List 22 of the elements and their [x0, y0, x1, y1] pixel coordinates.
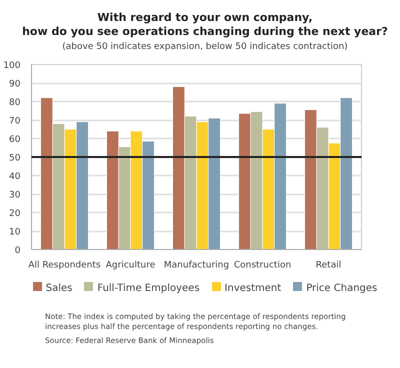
chart-title: With regard to your own company, how do you see operations changing during the next year?	[22, 11, 388, 39]
y-tick-label: 100	[3, 61, 21, 71]
y-tick-label: 40	[9, 172, 21, 182]
legend-label: Investment	[224, 282, 282, 296]
x-tick-label: Agriculture	[106, 260, 156, 270]
y-tick-label: 0	[14, 246, 21, 256]
y-tick-label: 80	[9, 98, 21, 108]
y-tick-label: 60	[9, 135, 21, 145]
x-tick-label: All Respondents	[28, 260, 101, 270]
y-tick-label: 50	[9, 154, 21, 164]
x-tick-label: Manufacturing	[164, 260, 230, 270]
x-tick-label: Construction	[234, 260, 292, 270]
chart-subtitle: (above 50 indicates expansion, below 50 indicates contraction)	[61, 41, 349, 54]
x-tick-label: Retail	[316, 260, 342, 270]
y-tick-label: 20	[9, 209, 21, 219]
legend-label: Price Changes	[305, 282, 378, 296]
y-tick-label: 30	[9, 190, 21, 200]
legend-label: Sales	[44, 282, 72, 296]
y-tick-label: 90	[9, 80, 21, 90]
legend-label: Full-Time Employees	[96, 282, 200, 296]
y-tick-label: 10	[9, 228, 21, 238]
y-tick-label: 70	[9, 116, 21, 126]
